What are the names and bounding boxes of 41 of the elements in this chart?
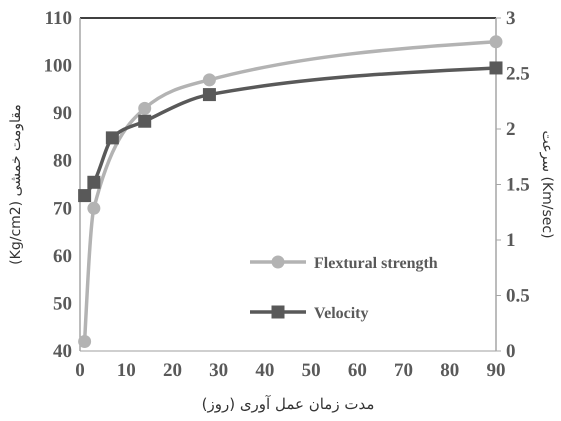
point — [78, 189, 92, 202]
y2-tick-label: 2.5 — [506, 64, 530, 84]
legend-label: Velocity — [314, 305, 369, 322]
point — [490, 61, 502, 74]
x-tick-label: 30 — [209, 360, 228, 381]
y-axis-title: مقاومت خمشی (Kg/cm2) — [8, 104, 24, 265]
point — [87, 176, 100, 189]
x-tick-label: 80 — [440, 360, 460, 381]
point — [138, 114, 152, 128]
y2-tick-label: 1.5 — [506, 174, 530, 196]
y-tick-label: 40 — [53, 341, 72, 362]
y-tick-label: 110 — [44, 8, 72, 29]
point — [138, 102, 152, 115]
y2-axis-title: سرعت (Km/sec) — [539, 130, 555, 239]
legend-label: Flextural strength — [314, 255, 438, 272]
y-tick-label: 60 — [53, 246, 72, 267]
y2-tick-label: 3 — [506, 8, 516, 29]
y-tick-label: 70 — [53, 198, 72, 220]
point — [202, 73, 216, 86]
y2-tick-label: 2 — [506, 119, 516, 140]
y2-tick-label: 1 — [506, 230, 516, 251]
point — [87, 202, 100, 215]
x-tick-label: 50 — [302, 360, 321, 381]
x-tick-label: 90 — [486, 360, 506, 381]
y-tick-label: 90 — [53, 103, 72, 124]
x-axis-title: مدت زمان عمل آوری (روز) — [202, 394, 374, 413]
y2-tick-label: 0.5 — [506, 286, 530, 306]
y-tick-label: 100 — [44, 56, 72, 77]
x-tick-label: 60 — [348, 360, 367, 381]
point — [202, 88, 216, 102]
point — [106, 131, 119, 144]
y2-tick-label: 0 — [506, 341, 516, 362]
x-tick-label: 40 — [255, 360, 274, 381]
y-tick-label: 80 — [53, 150, 72, 172]
point — [78, 334, 92, 348]
x-tick-label: 20 — [162, 360, 182, 381]
point — [490, 35, 502, 48]
x-tick-label: 70 — [394, 360, 414, 381]
y-tick-label: 50 — [53, 293, 72, 314]
x-tick-label: 10 — [116, 360, 136, 381]
x-tick-label: 0 — [75, 360, 85, 381]
